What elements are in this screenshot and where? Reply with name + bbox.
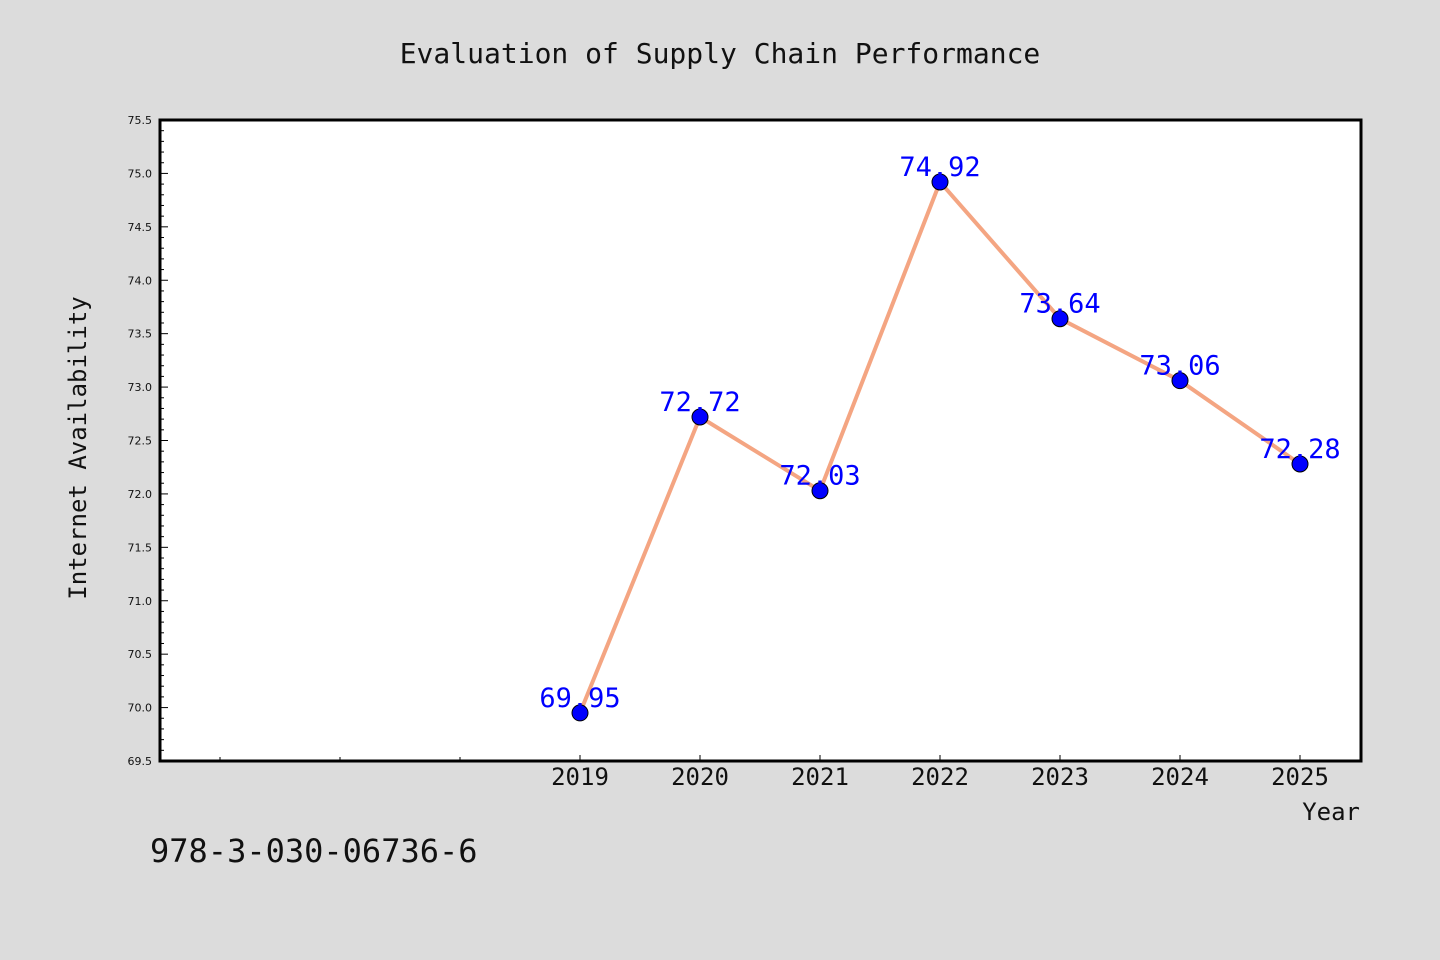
data-label: 72.72 [659, 387, 740, 418]
data-point [931, 173, 949, 191]
y-tick-label: 71.5 [128, 541, 153, 554]
data-point [691, 408, 709, 426]
data-label: 69.95 [539, 683, 620, 714]
footer-code: 978-3-030-06736-6 [150, 832, 478, 870]
plot-area [160, 120, 1361, 761]
data-point [1291, 455, 1309, 473]
y-tick-label: 74.5 [128, 221, 153, 234]
data-label: 73.06 [1139, 351, 1220, 382]
data-labels: 69.95 72.72 72.03 74.92 73.64 73.06 72.28 [539, 152, 1340, 714]
x-axis-label: Year [1302, 798, 1360, 826]
data-point [1171, 372, 1189, 390]
x-tick-label: 2025 [1271, 763, 1329, 791]
x-axis: 2019 2020 2021 2022 2023 2024 2025 [219, 755, 1329, 791]
x-tick-label: 2023 [1031, 763, 1089, 791]
data-point [811, 482, 829, 500]
data-point [571, 704, 589, 722]
x-tick-label: 2020 [671, 763, 729, 791]
data-label: 72.28 [1259, 434, 1340, 465]
y-tick-label: 73.5 [128, 328, 153, 341]
y-tick-label: 69.5 [128, 755, 153, 768]
x-tick-label: 2021 [791, 763, 849, 791]
y-axis: 69.5 70.0 70.5 71.0 71.5 72.0 72.5 73.0 73.5 74.0… [128, 114, 168, 768]
data-markers [571, 173, 1309, 722]
x-tick-label: 2019 [551, 763, 609, 791]
y-tick-label: 74.0 [128, 274, 153, 287]
y-tick-label: 72.0 [128, 488, 153, 501]
y-tick-label: 75.5 [128, 114, 153, 127]
y-tick-label: 71.0 [128, 595, 153, 608]
y-tick-label: 72.5 [128, 435, 153, 448]
y-tick-label: 75.0 [128, 167, 153, 180]
data-label: 72.03 [779, 461, 860, 492]
data-point [1051, 310, 1069, 328]
chart-title: Evaluation of Supply Chain Performance [400, 37, 1041, 70]
plot-frame [158, 118, 1363, 763]
x-tick-label: 2022 [911, 763, 969, 791]
y-tick-label: 73.0 [128, 381, 153, 394]
y-tick-label: 70.0 [128, 702, 153, 715]
y-tick-label: 70.5 [128, 648, 153, 661]
data-label: 73.64 [1019, 289, 1100, 320]
x-tick-label: 2024 [1151, 763, 1209, 791]
y-axis-label: Internet Availability [64, 296, 92, 599]
data-label: 74.92 [899, 152, 980, 183]
